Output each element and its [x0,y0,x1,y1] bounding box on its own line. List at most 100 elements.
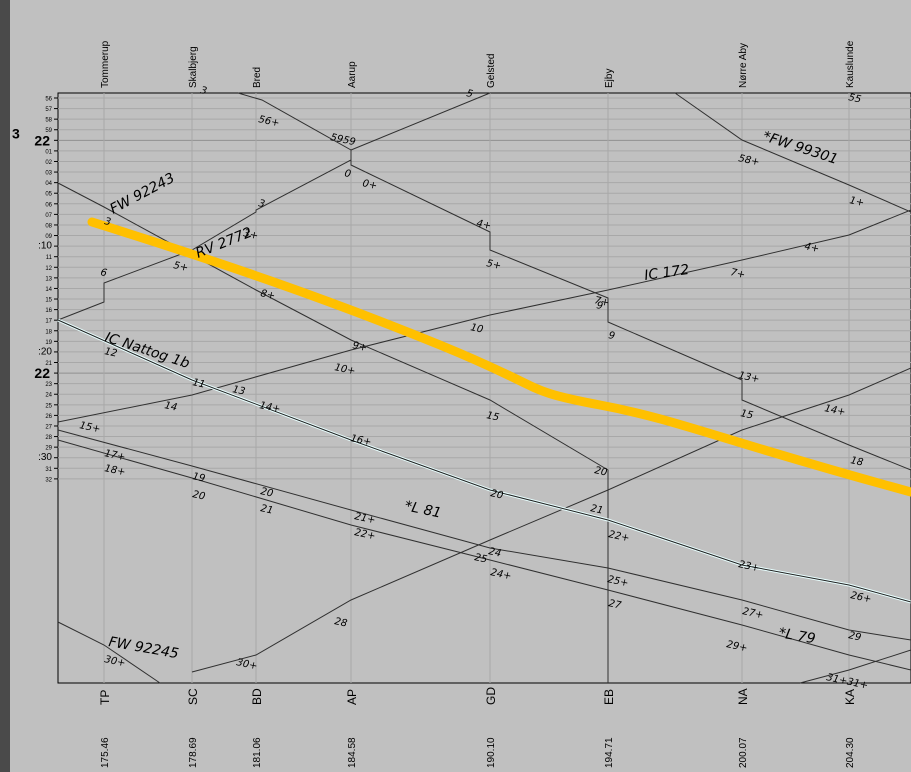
minute-label: 02 [45,160,52,166]
stop-time: 56+ [257,114,280,129]
minute-label: 01 [45,149,52,155]
stop-time: 14+ [258,400,281,415]
minute-label: 16 [45,308,52,314]
stop-time: 3 [199,85,208,97]
stop-time: 20 [593,465,608,478]
stop-time: 10 [469,322,484,335]
stop-time: 3 [257,198,266,210]
station-code: TP [98,690,112,705]
train-path [57,182,609,683]
stop-time: 16+ [349,433,372,448]
station-code: NA [736,688,750,705]
station-name: Nørre Aby [738,43,749,88]
stop-time: 7+ [729,267,746,281]
minute-label: 19 [45,340,52,346]
stop-time: 19 [191,471,206,484]
stop-time: 21+ [353,511,376,526]
stop-time: 22+ [607,529,630,544]
stop-time: 15+ [78,420,101,435]
minute-label: 27 [45,424,52,430]
yellow-highlight-stroke [87,217,911,497]
minute-label: 21 [45,361,52,367]
left-edge-digit: 3 [12,125,20,141]
stop-time: 18+ [103,463,126,478]
stop-time: 5959 [329,132,356,148]
stop-time: 20 [489,488,504,501]
nattog-path [57,319,911,603]
station-km: 190.10 [486,737,497,768]
stop-time: 24 [487,546,502,559]
stop-time: 29+ [725,639,748,654]
stop-time: 8+ [259,288,276,302]
stop-time: 21 [259,503,274,516]
station-name: Tommerup [100,40,111,88]
minute-label: 03 [45,171,52,177]
stop-time: 24+ [489,567,512,582]
station-code: EB [602,689,616,705]
station-name: Gelsted [486,54,497,88]
stop-time: 11 [191,377,206,390]
station-km: 194.71 [604,737,615,768]
stop-time: 30+ [103,654,126,669]
minute-label: 58 [45,118,52,124]
train-label: IC 172 [643,262,690,284]
station-name: Skalbjerg [188,46,199,88]
station-code: AP [345,689,359,705]
minute-label: 32 [45,477,52,483]
train-graph[interactable]: 5657585922010203040506070809:10111213141… [10,0,911,772]
stop-time: 23+ [737,559,760,574]
minute-label: 13 [45,276,52,282]
stop-time: 15 [485,410,500,423]
timetable-graph-panel[interactable]: 56 57 58 59 22 01 02 03 04 05 06 07 08 09:10 11 12 13 14 1… [10,0,911,772]
stop-time: 10+ [333,362,356,377]
stop-time: 14+ [823,403,846,418]
hour-label: 22 [34,365,50,381]
station-code: SC [186,688,200,705]
stop-time: 58+ [737,153,760,168]
stop-time: 4+ [803,241,820,255]
minute-label: 12 [45,266,52,272]
stop-time: 9+ [351,340,368,354]
window-left-edge [0,0,10,772]
minute-label: 31 [45,467,52,473]
hour-label: 22 [34,132,50,148]
stop-time: 20 [259,486,274,499]
stop-time: 29 [847,630,862,643]
station-km: 200.07 [738,737,749,768]
minute-label: 17 [45,319,52,325]
station-code: GD [484,687,498,705]
stop-time: 22+ [353,527,376,542]
minute-label: 59 [45,128,52,134]
station-km: 181.06 [252,737,263,768]
stop-time: 28 [333,616,348,629]
train-path [191,367,911,673]
stop-time: 27+ [741,606,764,621]
minute-label: 04 [45,181,52,187]
minute-label: 05 [45,192,52,198]
minute-label: 14 [45,287,52,293]
stop-time: 3+ [242,228,259,242]
minute-label: 09 [45,234,52,240]
train-path [237,92,911,471]
train-path [799,649,911,684]
minute-label: 15 [45,298,52,304]
station-km: 178.69 [188,737,199,768]
minute-label: 56 [45,97,52,103]
station-name: Aarup [347,61,358,88]
minute-label: 25 [45,403,52,409]
stop-time: 5 [465,88,474,100]
stop-time: 26+ [849,590,872,605]
stop-time: 15 [739,408,754,421]
train-path [57,92,491,321]
stop-time: 5+ [485,258,502,272]
station-name: Bred [252,67,263,88]
train-path [57,429,911,641]
train-path [57,209,911,423]
minute-label: 06 [45,202,52,208]
station-name: Kauslunde [845,40,856,88]
stop-time: 9 [595,300,604,312]
stop-time: 25 [473,552,488,565]
stop-time: 7+ [593,295,610,309]
train-path [57,621,161,684]
stop-time: 13+ [737,370,760,385]
